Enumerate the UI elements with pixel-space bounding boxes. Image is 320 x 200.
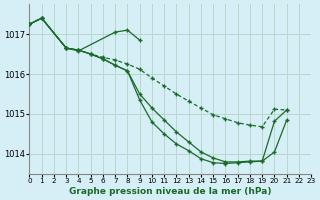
X-axis label: Graphe pression niveau de la mer (hPa): Graphe pression niveau de la mer (hPa) [69, 187, 272, 196]
